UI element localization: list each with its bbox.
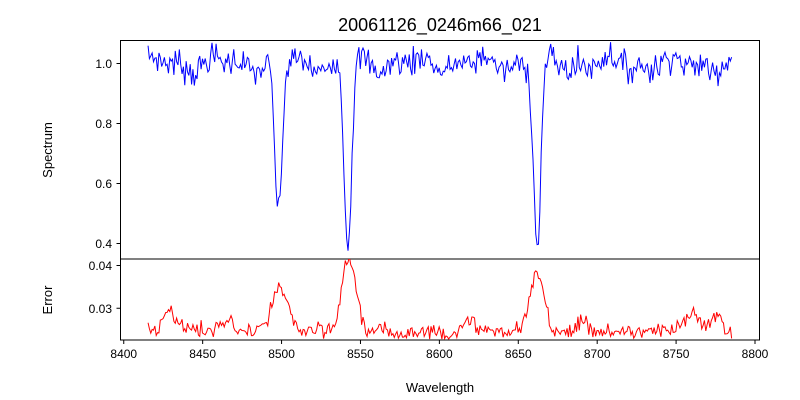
svg-text:8650: 8650 bbox=[505, 347, 532, 361]
svg-text:8500: 8500 bbox=[268, 347, 295, 361]
svg-text:8800: 8800 bbox=[742, 347, 769, 361]
svg-text:8600: 8600 bbox=[426, 347, 453, 361]
svg-text:8400: 8400 bbox=[110, 347, 137, 361]
svg-text:0.04: 0.04 bbox=[89, 259, 113, 273]
svg-text:0.6: 0.6 bbox=[95, 177, 112, 191]
svg-text:Error: Error bbox=[40, 285, 55, 315]
svg-text:Wavelength: Wavelength bbox=[406, 380, 474, 395]
svg-text:8750: 8750 bbox=[663, 347, 690, 361]
svg-text:8550: 8550 bbox=[347, 347, 374, 361]
svg-text:0.8: 0.8 bbox=[95, 117, 112, 131]
svg-text:8700: 8700 bbox=[584, 347, 611, 361]
svg-text:8450: 8450 bbox=[189, 347, 216, 361]
svg-text:0.4: 0.4 bbox=[95, 237, 112, 251]
svg-text:20061126_0246m66_021: 20061126_0246m66_021 bbox=[338, 15, 542, 36]
svg-text:Spectrum: Spectrum bbox=[40, 122, 55, 178]
svg-text:0.03: 0.03 bbox=[89, 302, 113, 316]
svg-text:1.0: 1.0 bbox=[95, 57, 112, 71]
